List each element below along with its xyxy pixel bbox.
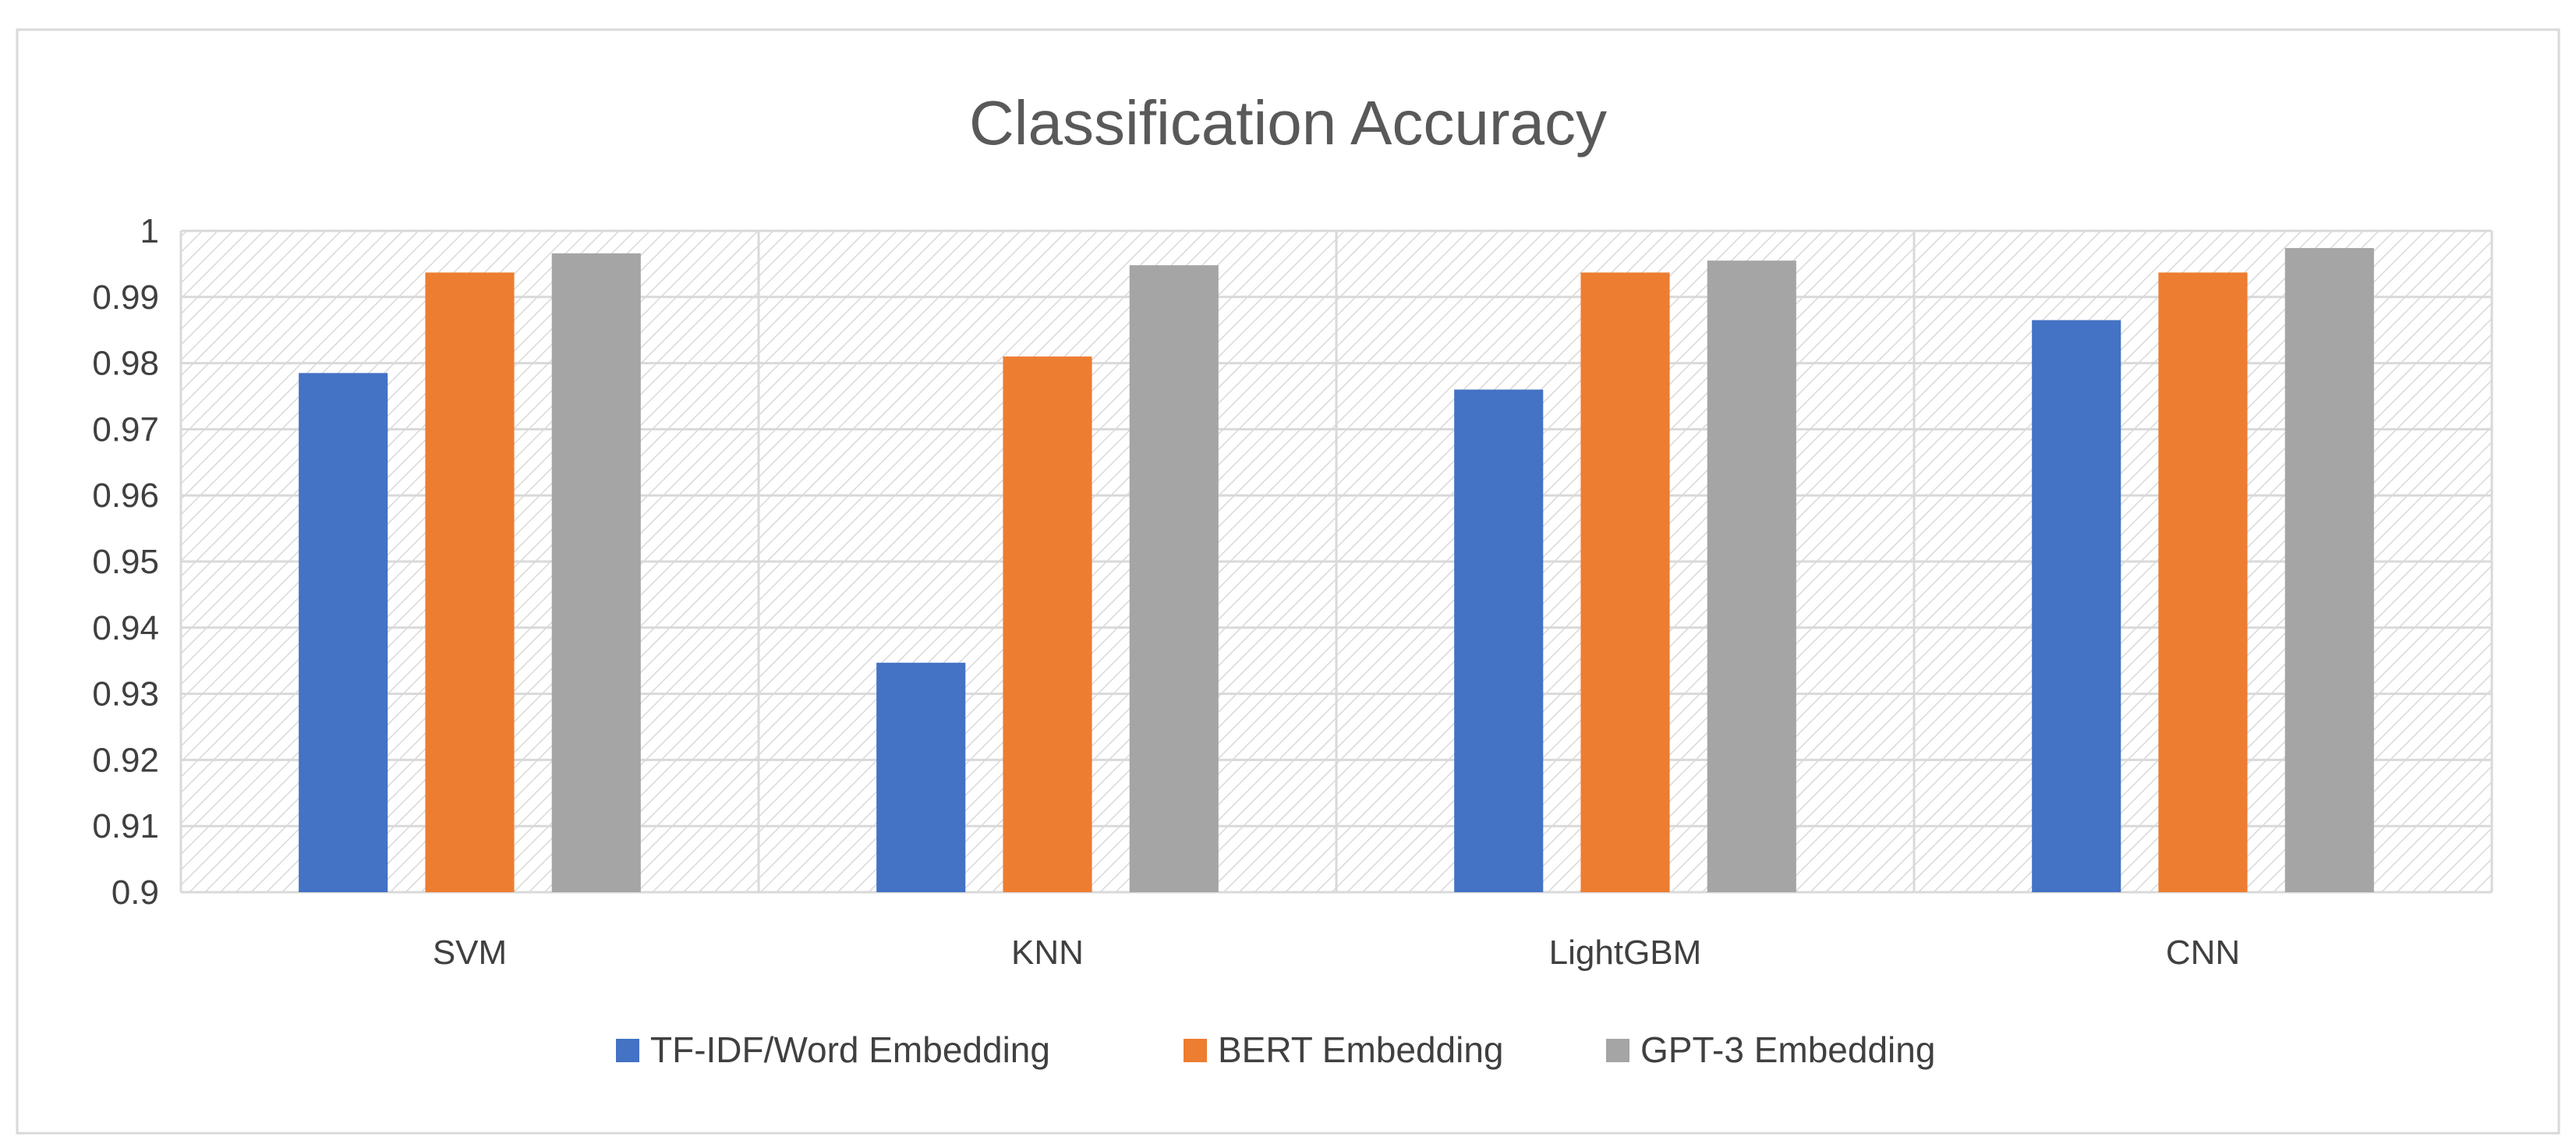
x-axis-tick-labels: SVM KNN LightGBM CNN bbox=[433, 934, 2240, 972]
bars bbox=[299, 248, 2374, 893]
legend-label: GPT-3 Embedding bbox=[1640, 1029, 1935, 1070]
y-tick-label: 0.97 bbox=[92, 410, 159, 448]
bar-cnn-series-2 bbox=[2158, 272, 2248, 892]
bar-svm-series-3 bbox=[551, 253, 641, 892]
legend-swatch bbox=[1184, 1039, 1207, 1062]
category-separators bbox=[179, 231, 2493, 892]
legend-label: TF-IDF/Word Embedding bbox=[650, 1029, 1050, 1070]
bar-cnn-series-1 bbox=[2032, 320, 2121, 893]
x-tick-label: CNN bbox=[2166, 934, 2240, 972]
bar-svm-series-2 bbox=[425, 272, 515, 892]
y-tick-label: 0.98 bbox=[92, 345, 159, 383]
y-tick-label: 0.91 bbox=[92, 807, 159, 845]
y-tick-label: 0.95 bbox=[92, 543, 159, 581]
bar-lightgbm-series-2 bbox=[1580, 272, 1670, 892]
bar-lightgbm-series-3 bbox=[1707, 260, 1796, 892]
y-tick-label: 0.94 bbox=[92, 609, 159, 647]
bar-knn-series-1 bbox=[876, 662, 966, 892]
x-tick-label: LightGBM bbox=[1549, 934, 1702, 972]
bar-knn-series-3 bbox=[1129, 265, 1219, 892]
y-tick-label: 0.93 bbox=[92, 675, 159, 714]
legend: TF-IDF/Word Embedding BERT Embedding GPT-3… bbox=[616, 1029, 1935, 1070]
legend-swatch bbox=[616, 1039, 639, 1062]
bar-knn-series-2 bbox=[1003, 356, 1092, 892]
y-tick-label: 0.9 bbox=[111, 873, 159, 912]
x-tick-label: KNN bbox=[1011, 934, 1084, 972]
bar-lightgbm-series-1 bbox=[1454, 389, 1544, 892]
bar-svm-series-1 bbox=[299, 373, 388, 892]
legend-swatch bbox=[1606, 1039, 1629, 1062]
y-axis-tick-labels: 0.9 0.91 0.92 0.93 0.94 0.95 0.96 0.97 0.98 0.99 1 bbox=[92, 212, 159, 912]
y-tick-label: 1 bbox=[140, 212, 159, 250]
bar-cnn-series-3 bbox=[2284, 248, 2374, 893]
y-tick-label: 0.96 bbox=[92, 477, 159, 515]
legend-label: BERT Embedding bbox=[1218, 1029, 1504, 1070]
y-tick-label: 0.92 bbox=[92, 741, 159, 779]
chart-title: Classification Accuracy bbox=[969, 88, 1607, 158]
y-tick-label: 0.99 bbox=[92, 278, 159, 317]
x-tick-label: SVM bbox=[433, 934, 507, 972]
